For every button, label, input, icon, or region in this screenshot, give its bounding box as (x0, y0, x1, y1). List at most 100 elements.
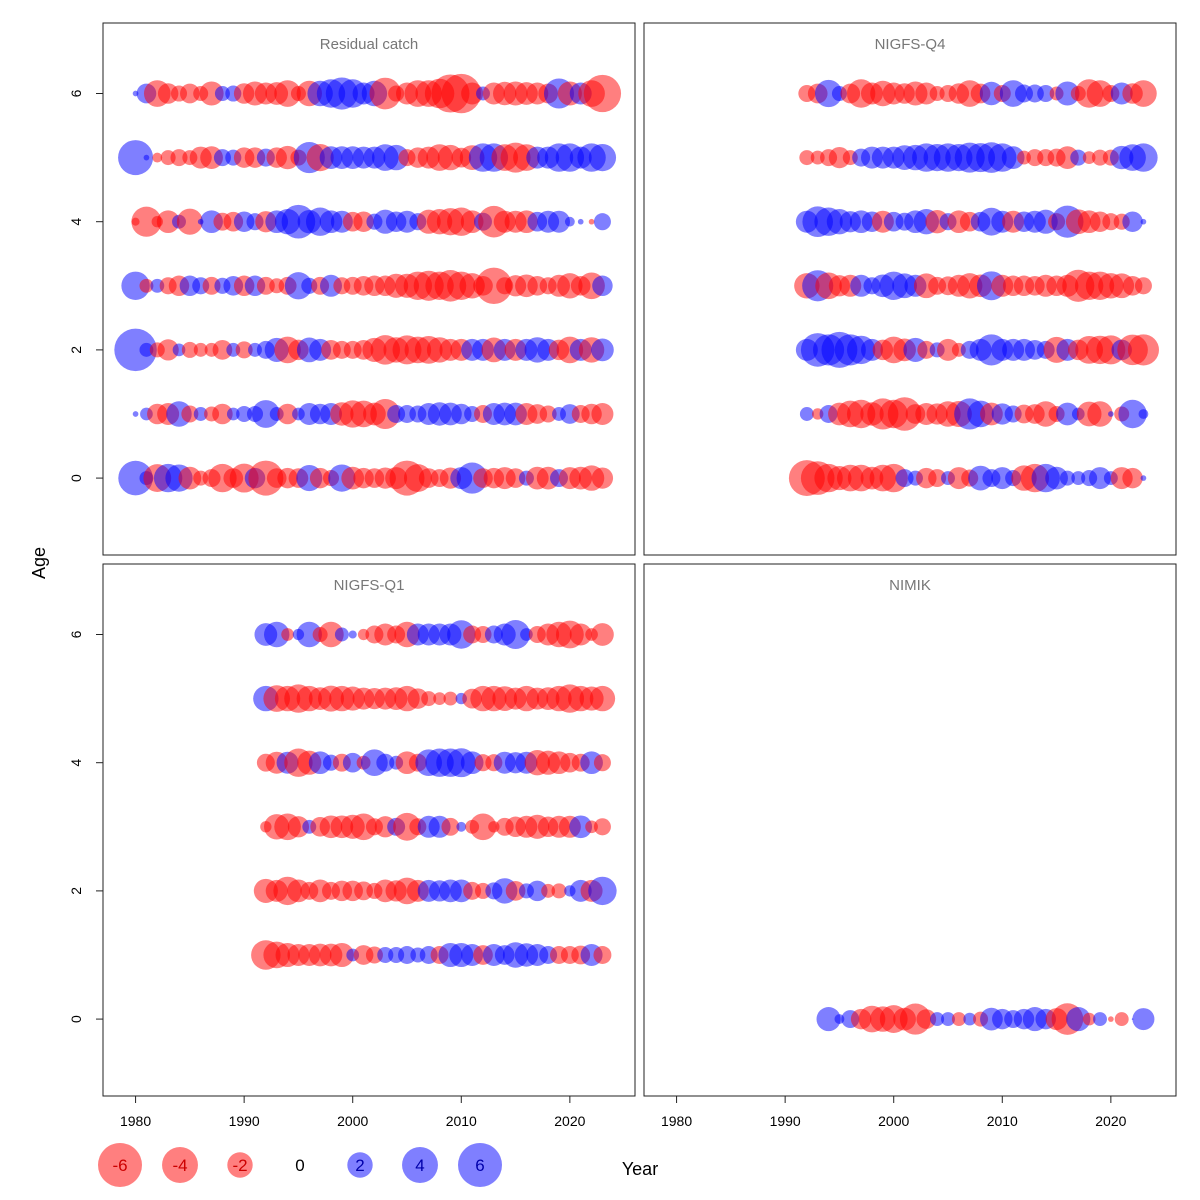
residual-bubble (505, 881, 526, 901)
residual-bubble (1132, 1008, 1155, 1031)
residual-bubble (251, 400, 280, 428)
residual-bubble (235, 341, 253, 359)
residual-bubble (143, 154, 150, 161)
residual-bubble (199, 81, 224, 106)
residual-bubble (816, 1007, 841, 1032)
x-tick-label: 2000 (878, 1113, 909, 1129)
residual-bubble (937, 338, 959, 361)
residual-bubble (551, 883, 567, 899)
residual-bubble (456, 821, 467, 832)
residual-bubble (828, 146, 851, 169)
residual-bubble (539, 405, 557, 423)
legend-bubble (347, 1152, 373, 1178)
residual-bubble (1138, 409, 1149, 419)
residual-bubble (588, 876, 617, 906)
y-tick-label: 2 (68, 346, 84, 354)
residual-bubble (376, 753, 395, 772)
residual-bubble (917, 340, 936, 359)
residual-bubble (407, 688, 429, 709)
legend-label: -2 (232, 1156, 247, 1175)
x-tick-label: 2000 (337, 1113, 368, 1129)
residual-bubble (152, 152, 163, 163)
residual-bubble (1118, 399, 1147, 429)
residual-bubble (139, 278, 154, 293)
residual-bubble (193, 407, 208, 421)
residual-bubble (212, 403, 233, 425)
panels: Residual catch 0 2 4 6 NIGFS-Q4 NIGFS-Q1 0 2 4 6 19… (68, 22, 1177, 1129)
residual-bubble (172, 343, 186, 357)
residual-bubble (1114, 1012, 1129, 1027)
y-tick-label: 4 (68, 759, 84, 767)
legend-label: -6 (112, 1156, 127, 1175)
residual-bubble (505, 468, 526, 488)
residual-bubble (593, 946, 612, 964)
residual-bubble (1140, 475, 1147, 481)
x-tick-label: 1990 (770, 1113, 801, 1129)
residual-bubble (1134, 277, 1152, 295)
residual-bubble (180, 83, 200, 104)
x-tick-label: 1980 (120, 1113, 151, 1129)
residual-bubble (527, 880, 548, 902)
residual-bubble (398, 946, 416, 964)
residual-bubble (139, 342, 154, 357)
residual-bubble (941, 1012, 955, 1027)
residual-bubble (1071, 471, 1086, 486)
residual-bubble (591, 623, 614, 646)
y-tick-label: 6 (68, 630, 84, 638)
legend-bubble (98, 1143, 142, 1187)
residual-bubble (181, 341, 198, 358)
panel-frame (102, 563, 636, 1097)
residual-bubble (814, 79, 843, 108)
residual-bubble (799, 407, 814, 421)
residual-bubble (170, 149, 188, 167)
residual-bubble (1037, 84, 1055, 103)
residual-bubble (118, 460, 153, 496)
x-tick-label: 2010 (987, 1113, 1018, 1129)
panel-title: NIMIK (889, 577, 931, 594)
residual-bubble (1059, 470, 1075, 486)
residual-bubble (1082, 1012, 1096, 1026)
residual-bubble (915, 82, 938, 105)
residual-bubble (287, 816, 310, 838)
residual-bubble (799, 150, 815, 166)
bubble-group (251, 620, 617, 970)
legend-bubble (458, 1143, 502, 1187)
residual-bubble (214, 86, 230, 102)
residual-bubble (193, 342, 208, 357)
residual-bubble (1122, 467, 1143, 489)
residual-bubble (1082, 151, 1096, 164)
legend-bubble (227, 1152, 253, 1178)
residual-bubble (588, 218, 595, 225)
residual-bubble (951, 1012, 966, 1027)
residual-bubble (564, 216, 575, 227)
residual-bubble (1108, 411, 1114, 417)
legend-label: 2 (355, 1156, 364, 1175)
x-axis-label: Year (622, 1159, 658, 1179)
y-tick-label: 6 (68, 89, 84, 97)
residual-bubble (274, 80, 301, 107)
residual-bubble (591, 467, 614, 489)
residual-bubble (1087, 401, 1113, 427)
residual-bubble (132, 411, 139, 417)
panel-frame (643, 563, 1177, 1097)
residual-bubble (443, 691, 458, 706)
x-tick-label: 2010 (446, 1113, 477, 1129)
residual-bubble (1129, 143, 1158, 172)
residual-bubble (157, 339, 179, 361)
residual-bubble (329, 942, 354, 968)
residual-bubble (928, 469, 947, 488)
residual-bubble (318, 621, 344, 648)
residual-bubble (369, 77, 402, 110)
residual-bubble (1070, 149, 1087, 166)
bubble-size-legend: -6 -4 -2 0 2 4 6 (98, 1143, 502, 1187)
residual-bubble (296, 621, 322, 648)
x-tick-label: 2020 (1095, 1113, 1126, 1129)
residual-bubble (121, 271, 150, 300)
residual-bubble (592, 275, 613, 297)
bubble-group (788, 79, 1159, 497)
x-tick-label: 1990 (229, 1113, 260, 1129)
residual-bubble (212, 340, 233, 360)
residual-bubble (569, 623, 592, 646)
panel-title: Residual catch (320, 36, 418, 53)
